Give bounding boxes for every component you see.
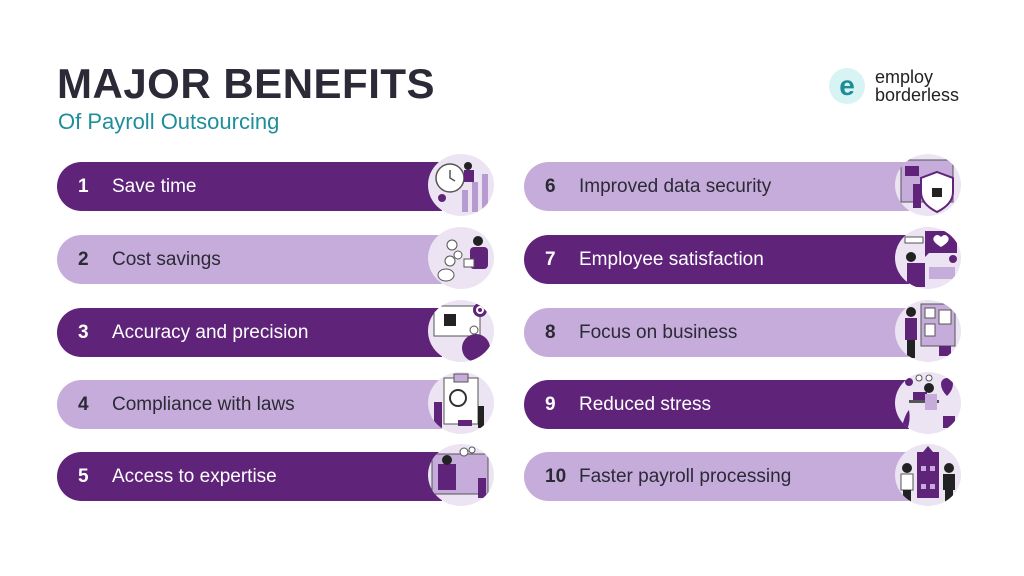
benefit-number: 10: [545, 465, 567, 487]
benefit-number: 7: [545, 248, 556, 270]
benefit-label: Accuracy and precision: [112, 321, 309, 343]
employ-borderless-logo: e employ borderless: [829, 68, 959, 104]
benefit-label: Cost savings: [112, 248, 221, 270]
logo-e-icon: e: [829, 68, 865, 104]
shield-lock-illustration-icon: [895, 154, 961, 216]
benefit-item-1: 1 Save time: [57, 162, 442, 211]
benefit-number: 8: [545, 321, 556, 343]
benefit-number: 9: [545, 393, 556, 415]
logo-line-2: borderless: [875, 85, 960, 105]
benefit-item-3: 3 Accuracy and precision: [57, 308, 442, 357]
benefit-item-10: 10 Faster payroll processing: [524, 452, 909, 501]
benefit-label: Reduced stress: [579, 393, 712, 415]
target-illustration-icon: [428, 300, 494, 362]
benefit-item-8: 8 Focus on business: [524, 308, 909, 357]
clock-growth-illustration-icon: [428, 154, 494, 216]
page-subtitle: Of Payroll Outsourcing: [58, 109, 280, 134]
logo-wordmark: employ borderless: [875, 68, 959, 104]
logo-line-1: employ: [875, 67, 934, 87]
benefit-label: Faster payroll processing: [579, 465, 792, 487]
benefit-label: Access to expertise: [112, 465, 277, 487]
benefit-item-6: 6 Improved data security: [524, 162, 909, 211]
heart-rating-illustration-icon: [895, 227, 961, 289]
benefit-number: 4: [78, 393, 89, 415]
business-board-illustration-icon: [895, 300, 961, 362]
benefit-label: Employee satisfaction: [579, 248, 764, 270]
piggy-bank-coins-illustration-icon: [428, 227, 494, 289]
benefit-item-7: 7 Employee satisfaction: [524, 235, 909, 284]
benefit-item-5: 5 Access to expertise: [57, 452, 442, 501]
benefit-number: 6: [545, 175, 556, 197]
benefit-label: Save time: [112, 175, 197, 197]
benefit-label: Improved data security: [579, 175, 772, 197]
clipboard-magnifier-gavel-illustration-icon: [428, 372, 494, 434]
benefit-label: Focus on business: [579, 321, 738, 343]
benefit-label: Compliance with laws: [112, 393, 295, 415]
page-title: MAJOR BENEFITS: [57, 60, 436, 107]
benefit-number: 5: [78, 465, 89, 487]
benefit-item-4: 4 Compliance with laws: [57, 380, 442, 429]
relaxed-worker-illustration-icon: [895, 372, 961, 434]
benefit-number: 1: [78, 175, 89, 197]
benefit-number: 3: [78, 321, 89, 343]
workflow-chart-illustration-icon: [895, 444, 961, 506]
expert-presentation-illustration-icon: [428, 444, 494, 506]
benefit-number: 2: [78, 248, 89, 270]
benefit-item-2: 2 Cost savings: [57, 235, 442, 284]
benefit-item-9: 9 Reduced stress: [524, 380, 909, 429]
